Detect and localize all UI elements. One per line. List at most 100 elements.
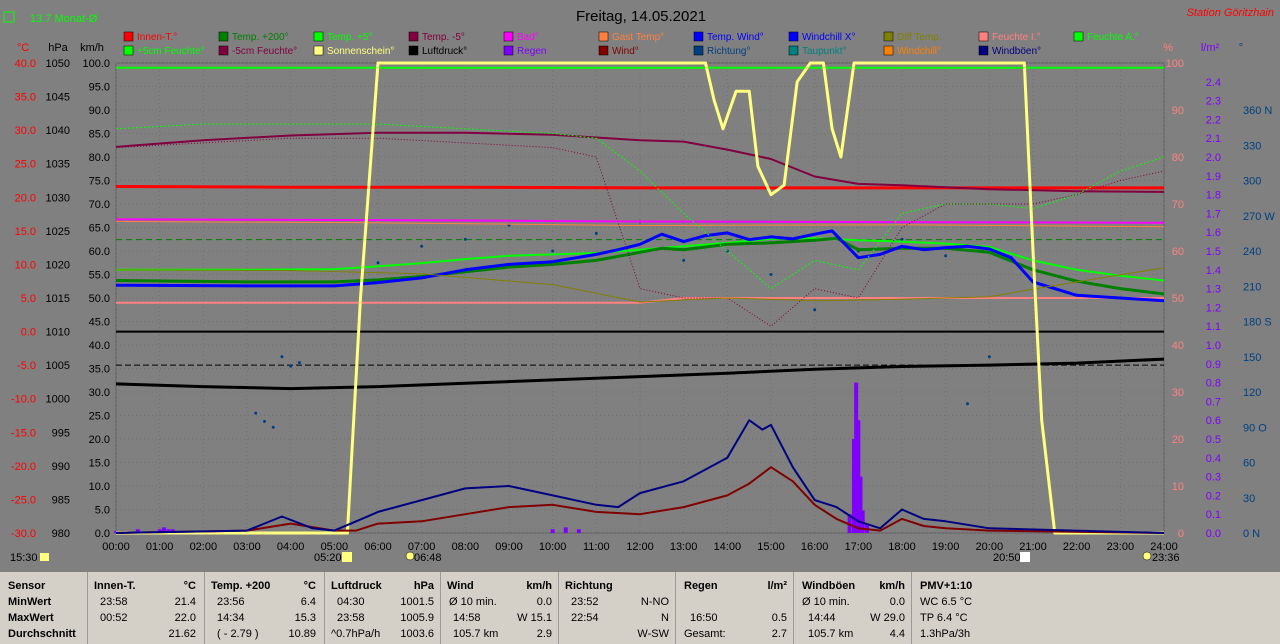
tick-label-hpa: 1045 <box>46 92 70 104</box>
axis-ticks: 40.0 35.0 30.0 25.0 20.0 15.0 10.0 5.0 0.0 -5.0 -1… <box>11 58 1275 553</box>
tick-label-time: 18:00 <box>888 541 916 553</box>
stats-wind: Wind km/h Ø 10 min. 0.0 14:58 W 15.1 105… <box>441 572 559 644</box>
tick-label-celsius: -30.0 <box>11 528 36 540</box>
tick-label-rain: 1.1 <box>1206 321 1221 333</box>
tick-label-time: 19:00 <box>932 541 960 553</box>
legend-swatch <box>883 45 894 56</box>
stats-innen-min-time: 23:58 <box>100 596 128 608</box>
legend-swatch <box>788 31 799 42</box>
monthly-avg-label: 13.7 Monat-Ø <box>30 13 98 25</box>
tick-label-rain: 1.6 <box>1206 227 1221 239</box>
axis-unit-kmh: km/h <box>80 42 104 54</box>
rain-bar <box>157 529 162 533</box>
tick-label-direction: 0 N <box>1243 528 1260 540</box>
series-line <box>116 297 1164 304</box>
tick-label-hpa: 1025 <box>46 226 70 238</box>
sun-moon-labels: 15:30 05:20 06:48 20:50 23:36 <box>10 551 1180 564</box>
stats-innen-unit: °C <box>183 580 196 592</box>
series-line <box>115 123 1165 290</box>
stats-wind-r1-value: 0.0 <box>536 596 552 608</box>
stats-innen-min-value: 21.4 <box>174 596 196 608</box>
tick-label-hpa: 1020 <box>46 259 70 271</box>
legend-label: Wind° <box>612 46 639 57</box>
tick-label-kmh: 65.0 <box>89 223 110 235</box>
legend-swatch <box>123 45 134 56</box>
direction-point <box>271 425 275 429</box>
direction-point <box>262 419 266 423</box>
tick-label-kmh: 30.0 <box>89 387 110 399</box>
tick-label-rain: 1.8 <box>1206 190 1221 202</box>
stats-innen-max-time: 00:52 <box>100 612 128 624</box>
legend-swatch <box>218 45 229 56</box>
direction-point <box>289 364 293 368</box>
series-line <box>116 237 1165 282</box>
direction-point <box>987 355 991 359</box>
stats-regen: Regen l/m² 16:50 0.5 Gesamt: 2.7 <box>676 572 794 644</box>
tick-label-rain: 0.7 <box>1206 396 1221 408</box>
tick-label-kmh: 10.0 <box>89 481 110 493</box>
legend-swatch <box>693 45 704 56</box>
tick-label-time: 07:00 <box>408 541 436 553</box>
direction-point <box>254 411 258 415</box>
tick-label-time: 06:00 <box>364 541 392 553</box>
tick-label-rain: 1.7 <box>1206 208 1221 220</box>
tick-label-rain: 1.0 <box>1206 340 1221 352</box>
stats-min-label: MinWert <box>8 596 52 608</box>
direction-point <box>769 273 773 276</box>
stats-druck-min-time: 04:30 <box>337 596 365 608</box>
legend-swatch <box>598 31 609 42</box>
series-line <box>115 466 1165 534</box>
tick-label-rain: 2.4 <box>1206 77 1221 89</box>
tick-label-kmh: 95.0 <box>89 82 110 94</box>
stats-richtung-r2-label: 22:54 <box>571 612 599 624</box>
legend-label: Temp. +200° <box>232 32 289 43</box>
tick-label-rain: 1.5 <box>1206 246 1221 258</box>
tick-label-rain: 0.2 <box>1206 490 1221 502</box>
stats-wind-title: Wind <box>447 580 474 592</box>
rain-bar <box>854 382 859 533</box>
stats-temp-unit: °C <box>303 580 316 592</box>
sun-icon <box>40 553 49 561</box>
series-line <box>115 229 1165 303</box>
stats-regen-r2-label: 16:50 <box>690 612 718 624</box>
tick-label-kmh: 20.0 <box>89 434 110 446</box>
series-line <box>116 61 1164 535</box>
tick-label-time: 02:00 <box>190 541 218 553</box>
stats-boeen-r3-label: 105.7 km <box>808 628 854 640</box>
stats-innen-avg-value: 21.62 <box>168 628 196 640</box>
legend-label: Innen-T.° <box>137 32 177 43</box>
tick-label-celsius: 20.0 <box>15 192 36 204</box>
stats-richtung-r3-value: W-SW <box>637 628 669 640</box>
legend-swatch <box>978 31 989 42</box>
sunrise-time: 05:20 <box>314 552 342 564</box>
stats-pmv: PMV+1:10 WC 6.5 °C TP 6.4 °C 1.3hPa/3h <box>912 572 1280 644</box>
legend-label: Gast Temp° <box>612 32 664 43</box>
sunrise-icon <box>342 552 352 562</box>
stats-wind-r2-value: W 15.1 <box>517 612 552 624</box>
tick-label-kmh: 90.0 <box>89 105 110 117</box>
stats-druck-trend: ^0.7hPa/h <box>331 628 381 640</box>
direction-point <box>297 361 301 365</box>
legend-swatch <box>693 31 704 42</box>
monthly-avg-icon <box>3 11 15 23</box>
tick-label-rain: 0.3 <box>1206 472 1221 484</box>
moonset-icon <box>1142 551 1152 561</box>
legend-label: Regen <box>517 46 546 57</box>
tick-label-hpa: 1015 <box>46 293 70 305</box>
stats-sensor: Sensor MinWert MaxWert Durchschnitt <box>0 572 88 644</box>
series-line <box>115 185 1164 190</box>
tick-label-direction: 270 W <box>1243 211 1275 223</box>
legend-label: Temp. Wind° <box>707 32 764 43</box>
tick-label-time: 12:00 <box>626 541 654 553</box>
legend-swatch <box>883 31 894 42</box>
moonrise-time: 06:48 <box>414 552 442 564</box>
tick-label-direction: 30 <box>1243 493 1255 505</box>
direction-point <box>966 402 969 406</box>
tick-label-celsius: 5.0 <box>21 293 36 305</box>
legend-swatch <box>313 45 324 56</box>
legend-swatch <box>978 45 989 56</box>
tick-label-hpa: 1035 <box>46 159 70 171</box>
tick-label-rain: 1.4 <box>1206 265 1221 277</box>
tick-label-percent: 30 <box>1172 387 1184 399</box>
tick-label-percent: 80 <box>1172 152 1184 164</box>
